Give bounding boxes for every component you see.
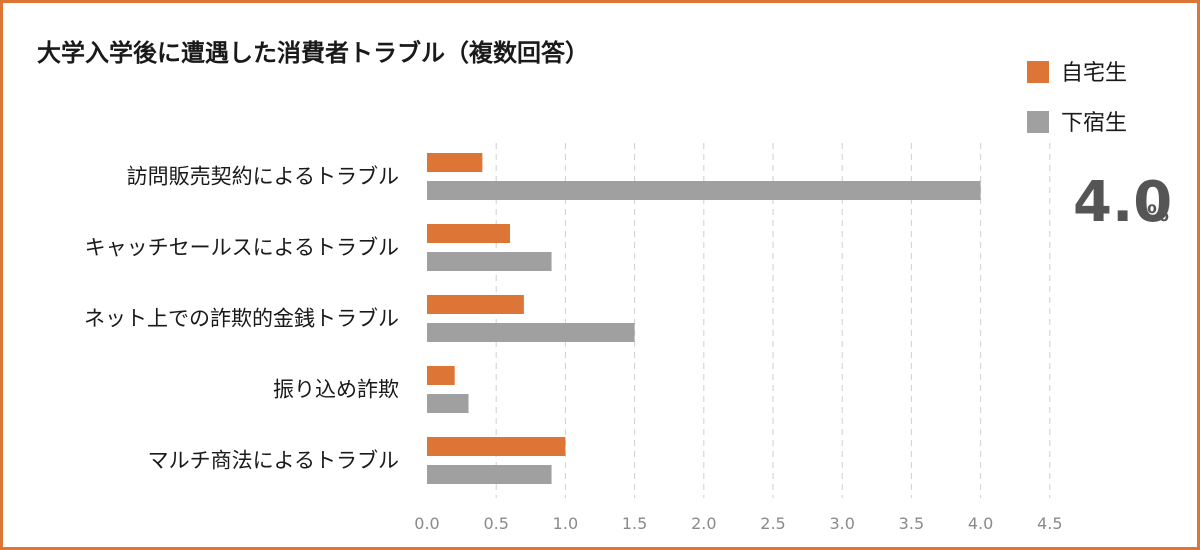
bar-chart: 0.0 0.5 1.0 1.5 2.0 2.5 3.0 3.5 4.0 4.5 訪問販売契約によるト… bbox=[84, 61, 1172, 534]
bar-series-1 bbox=[427, 295, 524, 314]
category-label: ネット上での詐欺的金銭トラブル bbox=[84, 307, 399, 331]
x-tick-label: 3.5 bbox=[899, 514, 924, 533]
x-tick-label: 0.0 bbox=[414, 514, 439, 533]
callout-value: 4.0 bbox=[1073, 170, 1172, 235]
x-tick-label: 0.5 bbox=[483, 514, 508, 533]
category-label: キャッチセールスによるトラブル bbox=[85, 236, 399, 260]
legend-swatch bbox=[1027, 61, 1049, 83]
bar-series-2 bbox=[427, 394, 469, 413]
x-tick-label: 1.5 bbox=[622, 514, 647, 533]
bar-series-2 bbox=[427, 252, 552, 271]
bar-series-1 bbox=[427, 224, 511, 243]
legend-swatch bbox=[1027, 111, 1049, 133]
callout-unit: % bbox=[1147, 202, 1169, 227]
bar-series-1 bbox=[427, 437, 566, 456]
bar-series-2 bbox=[427, 323, 635, 342]
legend-label: 自宅生 bbox=[1061, 61, 1127, 86]
category-label: マルチ商法によるトラブル bbox=[148, 449, 399, 473]
x-tick-label: 1.0 bbox=[553, 514, 578, 533]
grid-layer bbox=[495, 143, 1051, 498]
bars-layer bbox=[427, 153, 981, 484]
category-label: 訪問販売契約によるトラブル bbox=[127, 165, 399, 189]
chart-title: 大学入学後に遭遇した消費者トラブル（複数回答） bbox=[37, 39, 589, 67]
annotation: 4.0% bbox=[1073, 170, 1172, 235]
bar-series-2 bbox=[427, 181, 981, 200]
x-tick-label: 4.5 bbox=[1037, 514, 1062, 533]
bar-series-2 bbox=[427, 465, 552, 484]
bar-series-1 bbox=[427, 153, 483, 172]
legend-label: 下宿生 bbox=[1061, 111, 1127, 136]
bar-series-1 bbox=[427, 366, 455, 385]
x-tick-label: 3.0 bbox=[829, 514, 854, 533]
x-tick-label: 2.5 bbox=[760, 514, 785, 533]
x-tick-label: 4.0 bbox=[968, 514, 993, 533]
labels-layer: 0.0 0.5 1.0 1.5 2.0 2.5 3.0 3.5 4.0 4.5 訪問販売契約によるト… bbox=[84, 165, 1063, 534]
x-tick-label: 2.0 bbox=[691, 514, 716, 533]
category-label: 振り込め詐欺 bbox=[273, 378, 399, 402]
